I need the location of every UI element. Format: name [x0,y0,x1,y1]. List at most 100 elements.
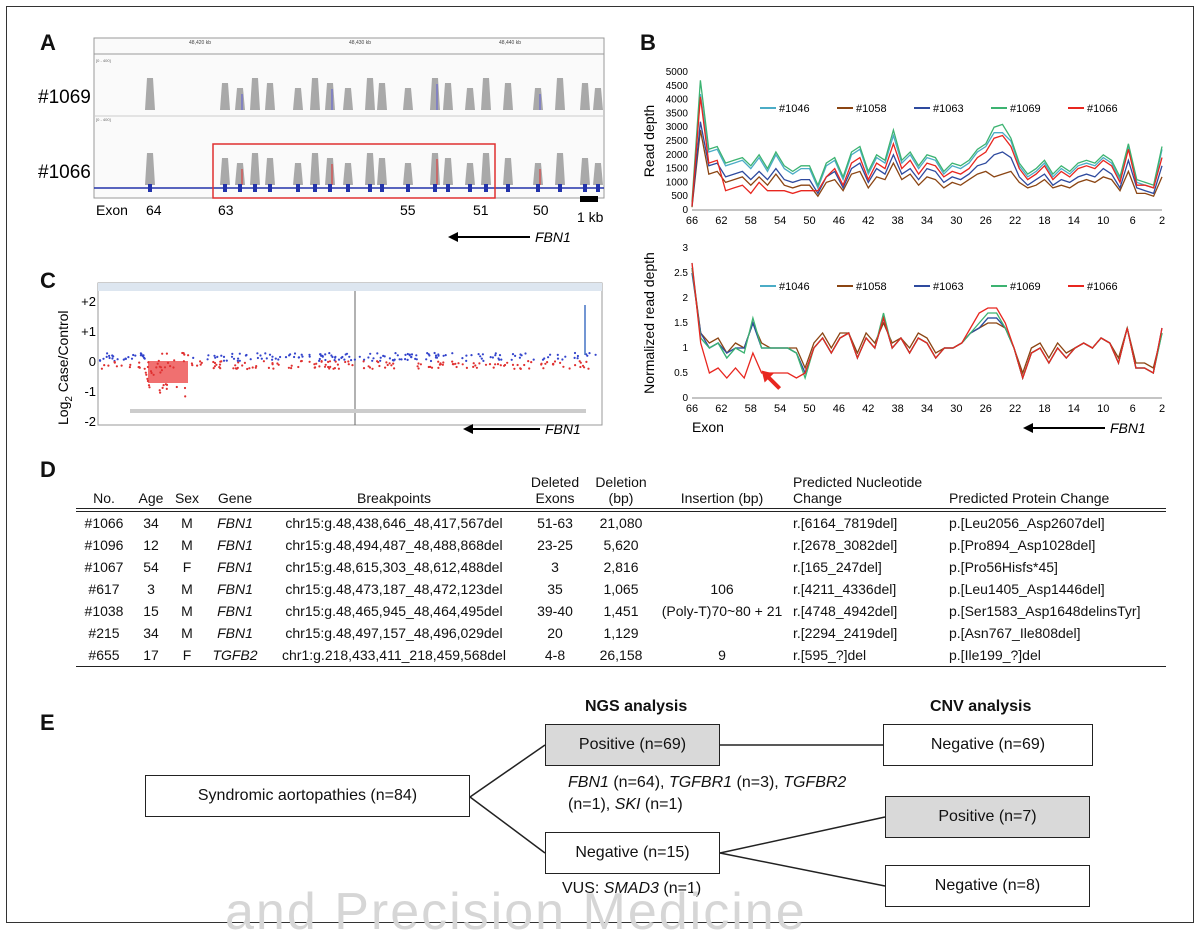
cnv-dot [386,363,389,367]
y-axis-label: Read depth [641,105,657,177]
arrowhead-icon [761,370,774,383]
cnv-dot [546,361,549,364]
cnv-dot [255,365,258,368]
table-row: #1038 15 M FBN1 chr15:g.48,465,945_48,464,49… [76,600,1166,622]
cnv-dot [344,360,347,364]
cnv-dot [393,367,396,370]
col-gene: Gene [217,490,253,506]
cnv-ytick-m1: -1 [84,384,96,399]
table-cell: 15 [143,603,159,619]
cnv-dot [132,353,135,357]
cnv-dot [519,367,522,370]
cnv-negative-bottom-box: Negative (n=8) [885,865,1090,907]
table-cell: chr15:g.48,438,646_48,417,567del [285,515,503,531]
table-cell: FBN1 [217,515,253,531]
cnv-dot [308,360,311,363]
coverage-peak [481,78,491,110]
cnv-dot [549,353,552,356]
cnv-dot [518,356,521,359]
cnv-dot [444,354,447,357]
cnv-dot [129,363,132,366]
cnv-dot [523,363,526,367]
series-line-1069 [691,80,1163,202]
cnv-dot [532,358,535,361]
cnv-dot [213,354,216,357]
col-age: Age [138,490,164,506]
legend-label: #1046 [779,281,810,293]
table-cell: #215 [88,625,120,641]
cnv-dot [419,363,422,366]
coverage-peak [465,88,475,110]
cnv-dot [388,357,391,360]
table-cell: #1038 [84,603,124,619]
cnv-negative-top-box: Negative (n=69) [883,724,1093,766]
cnv-dot [511,363,515,366]
table-cell: 20 [547,625,563,641]
cnv-dot [145,373,148,376]
cnv-dot [113,360,116,364]
cnv-dot [112,355,115,358]
cnv-dot [214,356,217,359]
cnv-gene-bar [130,409,586,413]
cnv-dot [149,370,153,373]
cnv-dot [182,360,185,363]
exon-block [380,184,384,192]
cnv-dot [496,363,500,366]
cnv-dot [437,353,440,356]
figure-frame [6,6,1194,923]
cnv-dot [417,367,420,370]
cnv-dot [308,353,311,356]
cnv-dot [124,357,127,360]
cnv-dot [146,365,149,369]
table-row: #655 17 F TGFB2 chr1:g.218,433,411_218,459,5… [76,644,1166,667]
xtick-label: 22 [1009,215,1021,227]
table-cell: M [181,603,193,619]
cnv-dot [426,352,429,355]
cnv-dot [115,365,118,368]
cnv-dot [232,357,236,360]
cnv-dot [527,360,530,363]
table-cell: 1,065 [603,581,639,597]
series-line-1066 [691,96,1163,206]
table-cell: chr15:g.48,615,303_48,612,488del [285,559,503,575]
table-cell: r.[2678_3082del] [793,537,898,553]
cnv-dot [187,354,190,357]
cnv-dot [494,352,497,355]
cnv-dot [293,352,297,355]
xtick-label: 10 [1097,403,1109,415]
coverage-peak [403,88,413,110]
deletion-table: No. Age Sex Gene Breakpoints Deleted Exo… [76,462,1166,667]
gene-label-b: FBN1 [1110,420,1146,436]
cnv-dot [362,367,366,370]
cnv-dot [404,353,407,356]
table-cell: p.[Pro56Hisfs*45] [949,559,1058,575]
cnv-dot [127,356,130,359]
cnv-dot [297,365,300,369]
cnv-dot [368,366,372,369]
table-cell: (Poly-T)70~80 + 21 [661,603,783,619]
cnv-dot [415,354,418,357]
cnv-dot [222,355,226,358]
cnv-dot [441,363,444,366]
exon-block [268,184,272,192]
cnv-dot [271,363,274,366]
xtick-label: 6 [1130,215,1136,227]
cnv-dot [161,352,164,355]
cnv-dot [498,358,501,361]
cnv-dot [428,354,431,357]
xtick-label: 46 [833,215,845,227]
cnv-dot [164,383,167,386]
table-cell: 1,129 [603,625,639,641]
legend-label: #1069 [1010,281,1041,293]
xtick-label: 34 [921,403,933,415]
cnv-dot [343,358,346,361]
legend-label: #1066 [1087,281,1118,293]
ytick-label: 3500 [666,108,689,119]
cnv-dot [367,356,370,359]
cnv-dot [461,357,464,360]
table-cell: 4-8 [544,647,566,663]
xtick-label: 18 [1038,215,1050,227]
cnv-dot [241,364,244,367]
cnv-dot [528,367,531,370]
cnv-header: CNV analysis [930,698,1032,715]
